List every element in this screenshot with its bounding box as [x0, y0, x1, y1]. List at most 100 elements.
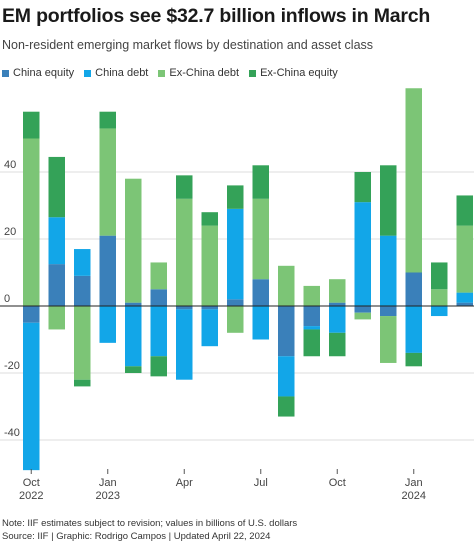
bar-segment-china-debt: China debt 2022-11: 14 — [48, 217, 65, 265]
legend-swatch-exchina-equity — [249, 69, 257, 77]
bar-segment-exchina-equity: Ex-China equity 2022-11: 18 — [48, 156, 65, 218]
x-tick-label-year: 2022 — [19, 490, 43, 502]
bar-segment-china-equity: China equity 2023-09: -6 — [303, 306, 320, 327]
x-tick-label-month: Jan — [99, 477, 117, 489]
x-tick-label-month: Apr — [176, 477, 193, 489]
chart-subtitle: Non-resident emerging market flows by de… — [2, 38, 374, 52]
bar-segment-china-debt: China debt 2022-12: 8 — [74, 249, 91, 276]
bar-segment-exchina-equity: Ex-China equity 2023-02: -2 — [125, 366, 142, 373]
bar-segment-exchina-debt: Ex-China debt 2022-12: -22 — [74, 306, 91, 380]
bar-segment-china-debt: China debt 2023-09: -1 — [303, 326, 320, 330]
legend-item-china-equity: China equity — [2, 67, 74, 79]
bar-segment-china-debt: China debt 2023-03: -15 — [150, 306, 167, 357]
bar-segment-exchina-debt: Ex-China debt 2023-09: 6 — [303, 285, 320, 306]
bar-segment-exchina-equity: Ex-China equity 2023-08: -6 — [278, 396, 295, 417]
bar-segment-china-debt: China debt 2024-03: 3 — [456, 292, 473, 303]
bar-segment-china-equity: China equity 2023-06: 2 — [227, 299, 244, 306]
bar-segment-exchina-debt: Ex-China debt 2024-03: 20 — [456, 225, 473, 293]
y-tick-label: -20 — [4, 360, 20, 372]
legend-swatch-china-equity — [2, 69, 9, 77]
legend-label-china-debt: China debt — [95, 67, 149, 79]
legend-label-exchina-equity: Ex-China equity — [260, 67, 338, 79]
bar-segment-china-equity: China equity 2023-08: -15 — [278, 306, 295, 357]
x-tick-label-month: Oct — [23, 477, 40, 489]
bar-segment-exchina-equity: Ex-China equity 2023-10: -7 — [329, 332, 346, 357]
bar-segment-china-equity: China equity 2023-05: -1 — [201, 306, 218, 310]
bar-segment-china-equity: China equity 2023-10: 1 — [329, 302, 346, 306]
y-tick-label: 20 — [4, 226, 16, 238]
legend-swatch-china-debt — [84, 69, 92, 77]
bar-segment-china-equity: China equity 2022-12: 9 — [74, 275, 91, 306]
bar-segment-china-debt: China debt 2023-10: -8 — [329, 306, 346, 333]
bar-segment-exchina-debt: Ex-China debt 2023-03: 8 — [150, 262, 167, 290]
bar-segment-exchina-equity: Ex-China equity 2023-06: 7 — [227, 185, 244, 209]
legend-item-exchina-debt: Ex-China debt — [158, 67, 239, 79]
y-tick-label: -40 — [4, 427, 20, 439]
bar-segment-china-debt: China debt 2023-04: -21 — [176, 309, 193, 380]
bar-segment-exchina-debt: Ex-China debt 2023-01: 32 — [99, 128, 116, 236]
legend-label-china-equity: China equity — [13, 67, 75, 79]
bar-segment-china-equity: China equity 2023-07: 8 — [252, 279, 269, 306]
bar-segment-exchina-equity: Ex-China equity 2023-11: 9 — [354, 172, 371, 203]
bar-segment-exchina-debt: Ex-China debt 2024-01: 55 — [405, 88, 422, 273]
x-tick-label-year: 2024 — [402, 490, 426, 502]
bar-segment-exchina-debt: Ex-China debt 2023-07: 24 — [252, 198, 269, 280]
bar-segment-china-debt: China debt 2023-01: -11 — [99, 306, 116, 343]
bar-segment-exchina-equity: Ex-China equity 2024-02: 8 — [431, 262, 448, 290]
y-tick-label: 40 — [4, 159, 16, 171]
bar-segment-china-equity: China equity 2023-11: -2 — [354, 306, 371, 313]
bar-segment-exchina-equity: Ex-China equity 2024-01: -4 — [405, 352, 422, 367]
bar-segment-exchina-equity: Ex-China equity 2024-03: 9 — [456, 195, 473, 226]
bar-segment-exchina-debt: Ex-China debt 2023-05: 24 — [201, 225, 218, 306]
bar-segment-china-debt: China debt 2024-01: -14 — [405, 306, 422, 353]
bar-segment-exchina-debt: Ex-China debt 2023-06: -8 — [227, 306, 244, 333]
bar-segment-exchina-debt: Ex-China debt 2023-12: -14 — [380, 316, 397, 363]
bar-segment-exchina-equity: Ex-China equity 2023-09: -8 — [303, 329, 320, 357]
bar-segment-exchina-debt: Ex-China debt 2023-10: 7 — [329, 279, 346, 303]
bar-segment-exchina-equity: Ex-China equity 2023-12: 21 — [380, 165, 397, 236]
bar-segment-china-debt: China debt 2023-08: -12 — [278, 356, 295, 397]
chart-legend: China equity China debt Ex-China debt Ex… — [2, 66, 348, 80]
x-tick-label-year: 2023 — [96, 490, 120, 502]
chart-source: Source: IIF | Graphic: Rodrigo Campos | … — [2, 531, 271, 542]
bar-segment-china-debt: China debt 2023-12: 21 — [380, 235, 397, 306]
bar-segment-china-debt: China debt 2024-02: -3 — [431, 306, 448, 317]
bar-segment-china-debt: China debt 2023-07: -10 — [252, 306, 269, 340]
bar-segment-exchina-equity: Ex-China equity 2023-07: 10 — [252, 165, 269, 199]
chart-title: EM portfolios see $32.7 billion inflows … — [2, 5, 431, 27]
legend-item-china-debt: China debt — [84, 67, 148, 79]
bar-segment-china-equity: China equity 2023-12: -3 — [380, 306, 397, 317]
bar-segment-exchina-equity: Ex-China equity 2023-03: -6 — [150, 356, 167, 377]
bar-segment-exchina-equity: Ex-China equity 2023-01: 5 — [99, 111, 116, 129]
bar-segment-china-equity: China equity 2023-04: -1 — [176, 306, 193, 310]
legend-label-exchina-debt: Ex-China debt — [169, 67, 240, 79]
bar-segment-china-debt: China debt 2023-11: 31 — [354, 202, 371, 306]
legend-swatch-exchina-debt — [158, 69, 166, 77]
bar-segment-exchina-debt: Ex-China debt 2023-11: -2 — [354, 312, 371, 320]
bars: China equity 2022-10: -5China debt 2022-… — [23, 88, 473, 471]
bar-segment-china-debt: China debt 2023-06: 27 — [227, 208, 244, 300]
x-tick-label-month: Oct — [329, 477, 346, 489]
bar-segment-exchina-debt: Ex-China debt 2023-02: 37 — [125, 178, 142, 303]
bar-segment-china-equity: China equity 2023-01: 21 — [99, 235, 116, 306]
bar-segment-exchina-debt: Ex-China debt 2024-02: 5 — [431, 289, 448, 306]
bar-segment-china-debt: China debt 2022-10: -44 — [23, 322, 40, 471]
bar-segment-exchina-equity: Ex-China equity 2023-05: 4 — [201, 212, 218, 226]
bar-segment-exchina-debt: Ex-China debt 2022-11: -7 — [48, 306, 65, 330]
bar-segment-exchina-debt: Ex-China debt 2022-10: 50 — [23, 138, 40, 306]
x-tick-label-month: Jul — [254, 477, 268, 489]
bar-segment-china-debt: China debt 2023-02: -18 — [125, 306, 142, 367]
bar-segment-china-debt: China debt 2023-05: -11 — [201, 309, 218, 347]
x-tick-label-month: Jan — [405, 477, 423, 489]
bar-segment-china-equity: China equity 2024-03: 1 — [456, 302, 473, 306]
bar-segment-exchina-debt: Ex-China debt 2023-04: 32 — [176, 198, 193, 306]
bar-segment-exchina-equity: Ex-China equity 2022-10: 8 — [23, 111, 40, 139]
chart-note: Note: IIF estimates subject to revision;… — [2, 518, 298, 529]
bar-segment-exchina-equity: Ex-China equity 2022-12: -2 — [74, 379, 91, 387]
bar-segment-china-equity: China equity 2023-02: 1 — [125, 302, 142, 306]
y-tick-label: 0 — [4, 293, 10, 305]
bar-segment-china-equity: China equity 2022-10: -5 — [23, 306, 40, 323]
bar-segment-china-equity: China equity 2022-11: 12.5 — [48, 264, 65, 306]
